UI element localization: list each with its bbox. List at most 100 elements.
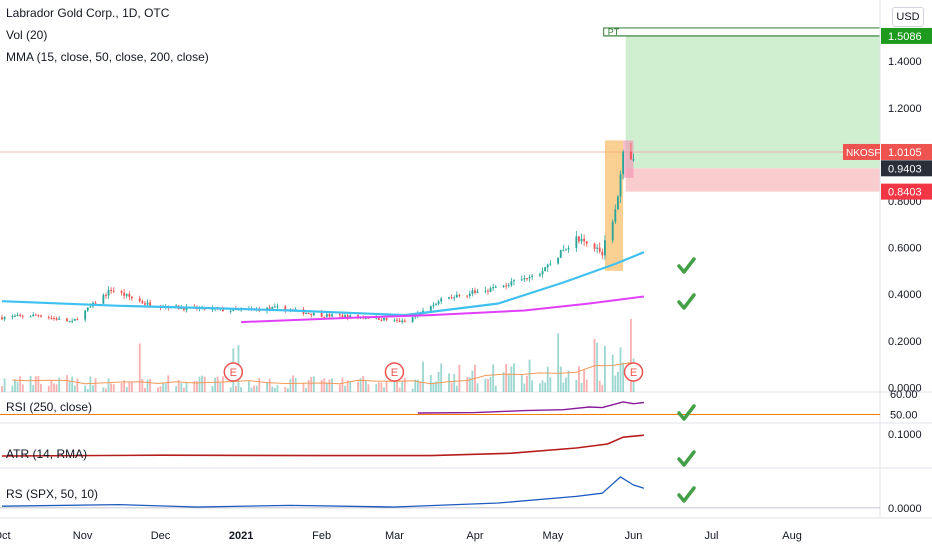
candle-body [268,307,271,309]
volume-indicator-label[interactable]: Vol (20) [6,28,48,42]
volume-bar [268,378,271,392]
volume-bar [50,380,53,392]
volume-bar [411,388,414,392]
volume-bar [611,354,614,392]
x-tick-label: Jun [625,530,643,542]
candle-body [84,310,87,320]
candle-body [34,314,37,316]
entry-price-label: 0.9403 [888,163,922,175]
volume-bar [507,373,510,392]
candle-body [513,280,515,282]
volume-bar [513,363,515,392]
last-price-label-bg [881,143,932,160]
currency-button[interactable]: USD [892,7,924,27]
volume-bar [559,366,562,392]
volume-ma-line [12,362,631,385]
check-icon [677,486,696,503]
volume-bar [585,379,588,392]
volume-bar [271,386,274,392]
candle-body [364,317,367,319]
x-tick-label: Nov [73,530,93,542]
volume-bar [21,384,24,392]
candle-body [344,315,346,318]
candle-body [323,316,326,318]
volume-bar [182,387,185,392]
volume-bar [380,382,383,392]
ticker-tag-bg [843,143,880,160]
volume-bar [398,387,401,392]
volume-bar [450,382,453,392]
volume-bar [302,382,305,392]
candle-body [458,294,461,296]
candle-body [55,318,58,320]
volume-bar [40,383,42,392]
volume-bar [320,380,323,392]
volume-bar [601,384,604,392]
candle-body [505,285,508,287]
volume-bar [344,385,346,392]
candle-body [120,291,123,293]
x-tick-label: Oct [0,530,11,542]
volume-bar [76,378,79,392]
volume-bar [216,376,219,392]
volume-bar [159,386,162,392]
candle-body [71,320,74,322]
volume-bar [341,377,344,392]
candle-body [507,285,510,287]
volume-bar [531,380,534,392]
earnings-marker-label: E [391,367,398,379]
candle-body [221,308,224,312]
volume-bar [346,380,349,392]
volume-bar [383,387,385,392]
volume-bar [544,382,547,392]
candle-body [346,315,349,319]
candle-body [455,294,458,298]
volume-bar [492,364,495,392]
rs-indicator-label[interactable]: RS (SPX, 50, 10) [6,487,99,501]
rsi-indicator-label[interactable]: RSI (250, close) [6,400,93,414]
candle-body [593,243,596,249]
volume-bar [357,381,359,392]
candle-body [614,209,617,222]
volume-bar [203,376,206,392]
candle-body [383,318,385,321]
candle-body [510,281,513,286]
candle-body [450,297,453,299]
volume-bar [112,384,115,392]
candle-body [349,315,352,319]
volume-bar [562,382,565,392]
candle-body [583,238,586,242]
candle-body [616,196,619,210]
candle-body [149,302,152,307]
volume-bar [567,370,570,392]
volume-bar [92,385,94,392]
candle-body [310,313,313,316]
candle-body [549,263,552,265]
target-price-label-bg [881,27,932,44]
volume-bar [162,382,165,392]
candle-body [611,221,614,241]
atr-indicator-label[interactable]: ATR (14, RMA) [6,447,88,461]
candle-body [448,297,450,299]
volume-bar [107,378,110,392]
volume-bar [539,383,541,392]
candle-body [271,307,274,309]
candle-body [487,290,489,292]
volume-bar [471,370,474,392]
candle-body [3,317,6,320]
mma-indicator-label[interactable]: MMA (15, close, 50, close, 200, close) [6,50,209,64]
candle-body [393,319,396,321]
candle-body [476,291,479,293]
target-zone [625,35,880,169]
candle-body [112,290,115,292]
candle-body [102,295,105,304]
candle-body [328,314,331,317]
candle-body [19,314,22,316]
earnings-marker [384,362,405,382]
volume-bar [393,379,396,392]
candle-body [398,320,401,323]
candle-body [541,271,544,275]
candle-body [21,315,24,317]
last-price-label: 1.0105 [888,147,922,159]
volume-bar [385,380,388,392]
